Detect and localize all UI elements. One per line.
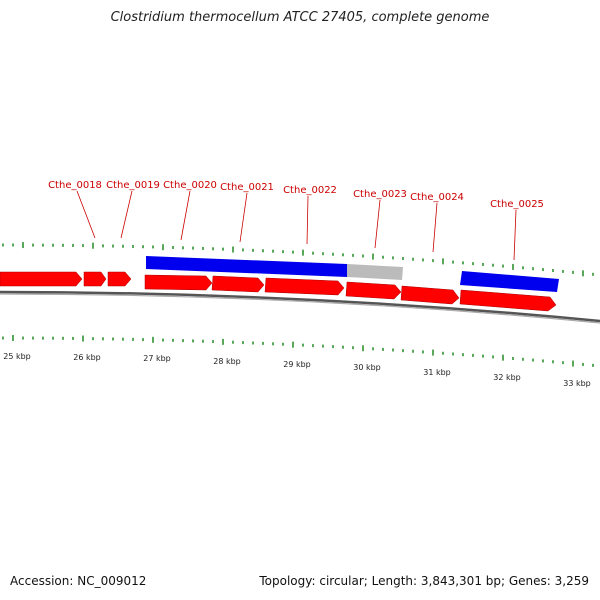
scale-label: 30 kbp xyxy=(353,363,381,372)
cds-arrow-5[interactable] xyxy=(211,275,265,293)
gene-label[interactable]: Cthe_0019 xyxy=(106,180,160,191)
gene-label-leader xyxy=(180,190,191,241)
gene-label-leader xyxy=(374,199,381,249)
scale-label: 28 kbp xyxy=(213,357,241,366)
gene-label[interactable]: Cthe_0024 xyxy=(410,192,464,203)
cds-arrow-2[interactable] xyxy=(83,271,107,287)
gene-label[interactable]: Cthe_0025 xyxy=(490,199,544,210)
gene-label[interactable]: Cthe_0023 xyxy=(353,189,407,200)
gene-label-leader xyxy=(432,202,438,253)
gene-label-group: Cthe_0018 Cthe_0019 Cthe_0020 Cthe_0021 … xyxy=(48,180,544,261)
scale-label: 27 kbp xyxy=(143,354,171,363)
cds-arrow-7[interactable] xyxy=(345,281,402,300)
cds-arrow-6[interactable] xyxy=(264,277,345,296)
gene-label[interactable]: Cthe_0020 xyxy=(163,180,217,191)
blue-feature-1[interactable] xyxy=(146,256,347,277)
inner-tick-ring xyxy=(2,335,594,367)
blue-feature-2[interactable] xyxy=(460,271,559,292)
gene-label[interactable]: Cthe_0018 xyxy=(48,180,102,191)
cds-arrow-1[interactable] xyxy=(0,271,83,287)
gene-label-leader xyxy=(239,192,248,243)
gene-label[interactable]: Cthe_0022 xyxy=(283,185,337,196)
gene-label[interactable]: Cthe_0021 xyxy=(220,182,274,193)
accession-label: Accession: NC_009012 xyxy=(10,574,147,588)
gene-label-leader xyxy=(76,190,96,239)
genome-summary-label: Topology: circular; Length: 3,843,301 bp… xyxy=(259,574,589,588)
blue-feature-track xyxy=(146,256,559,292)
map-title: Clostridium thermocellum ATCC 27405, com… xyxy=(110,10,490,25)
genome-backbone xyxy=(0,290,600,323)
genome-backbone-shadow xyxy=(0,293,600,324)
cds-arrow-9[interactable] xyxy=(459,289,557,312)
scale-label: 29 kbp xyxy=(283,360,311,369)
gene-label-leader xyxy=(513,209,517,261)
scale-label: 31 kbp xyxy=(423,368,451,377)
outer-tick-ring xyxy=(2,242,594,277)
scale-label: 25 kbp xyxy=(3,352,31,361)
cds-arrow-3[interactable] xyxy=(107,271,132,287)
gene-label-leader xyxy=(120,190,133,239)
gray-feature-1[interactable] xyxy=(347,264,403,280)
scale-label-group: 25 kbp 26 kbp 27 kbp 28 kbp 29 kbp 30 kb… xyxy=(3,352,591,388)
scale-label: 33 kbp xyxy=(563,379,591,388)
scale-label: 32 kbp xyxy=(493,373,521,382)
cds-arrow-8[interactable] xyxy=(400,285,460,305)
gene-label-leader xyxy=(306,195,309,245)
scale-label: 26 kbp xyxy=(73,353,101,362)
forward-cds-track xyxy=(0,271,557,312)
cds-arrow-4[interactable] xyxy=(144,274,213,291)
